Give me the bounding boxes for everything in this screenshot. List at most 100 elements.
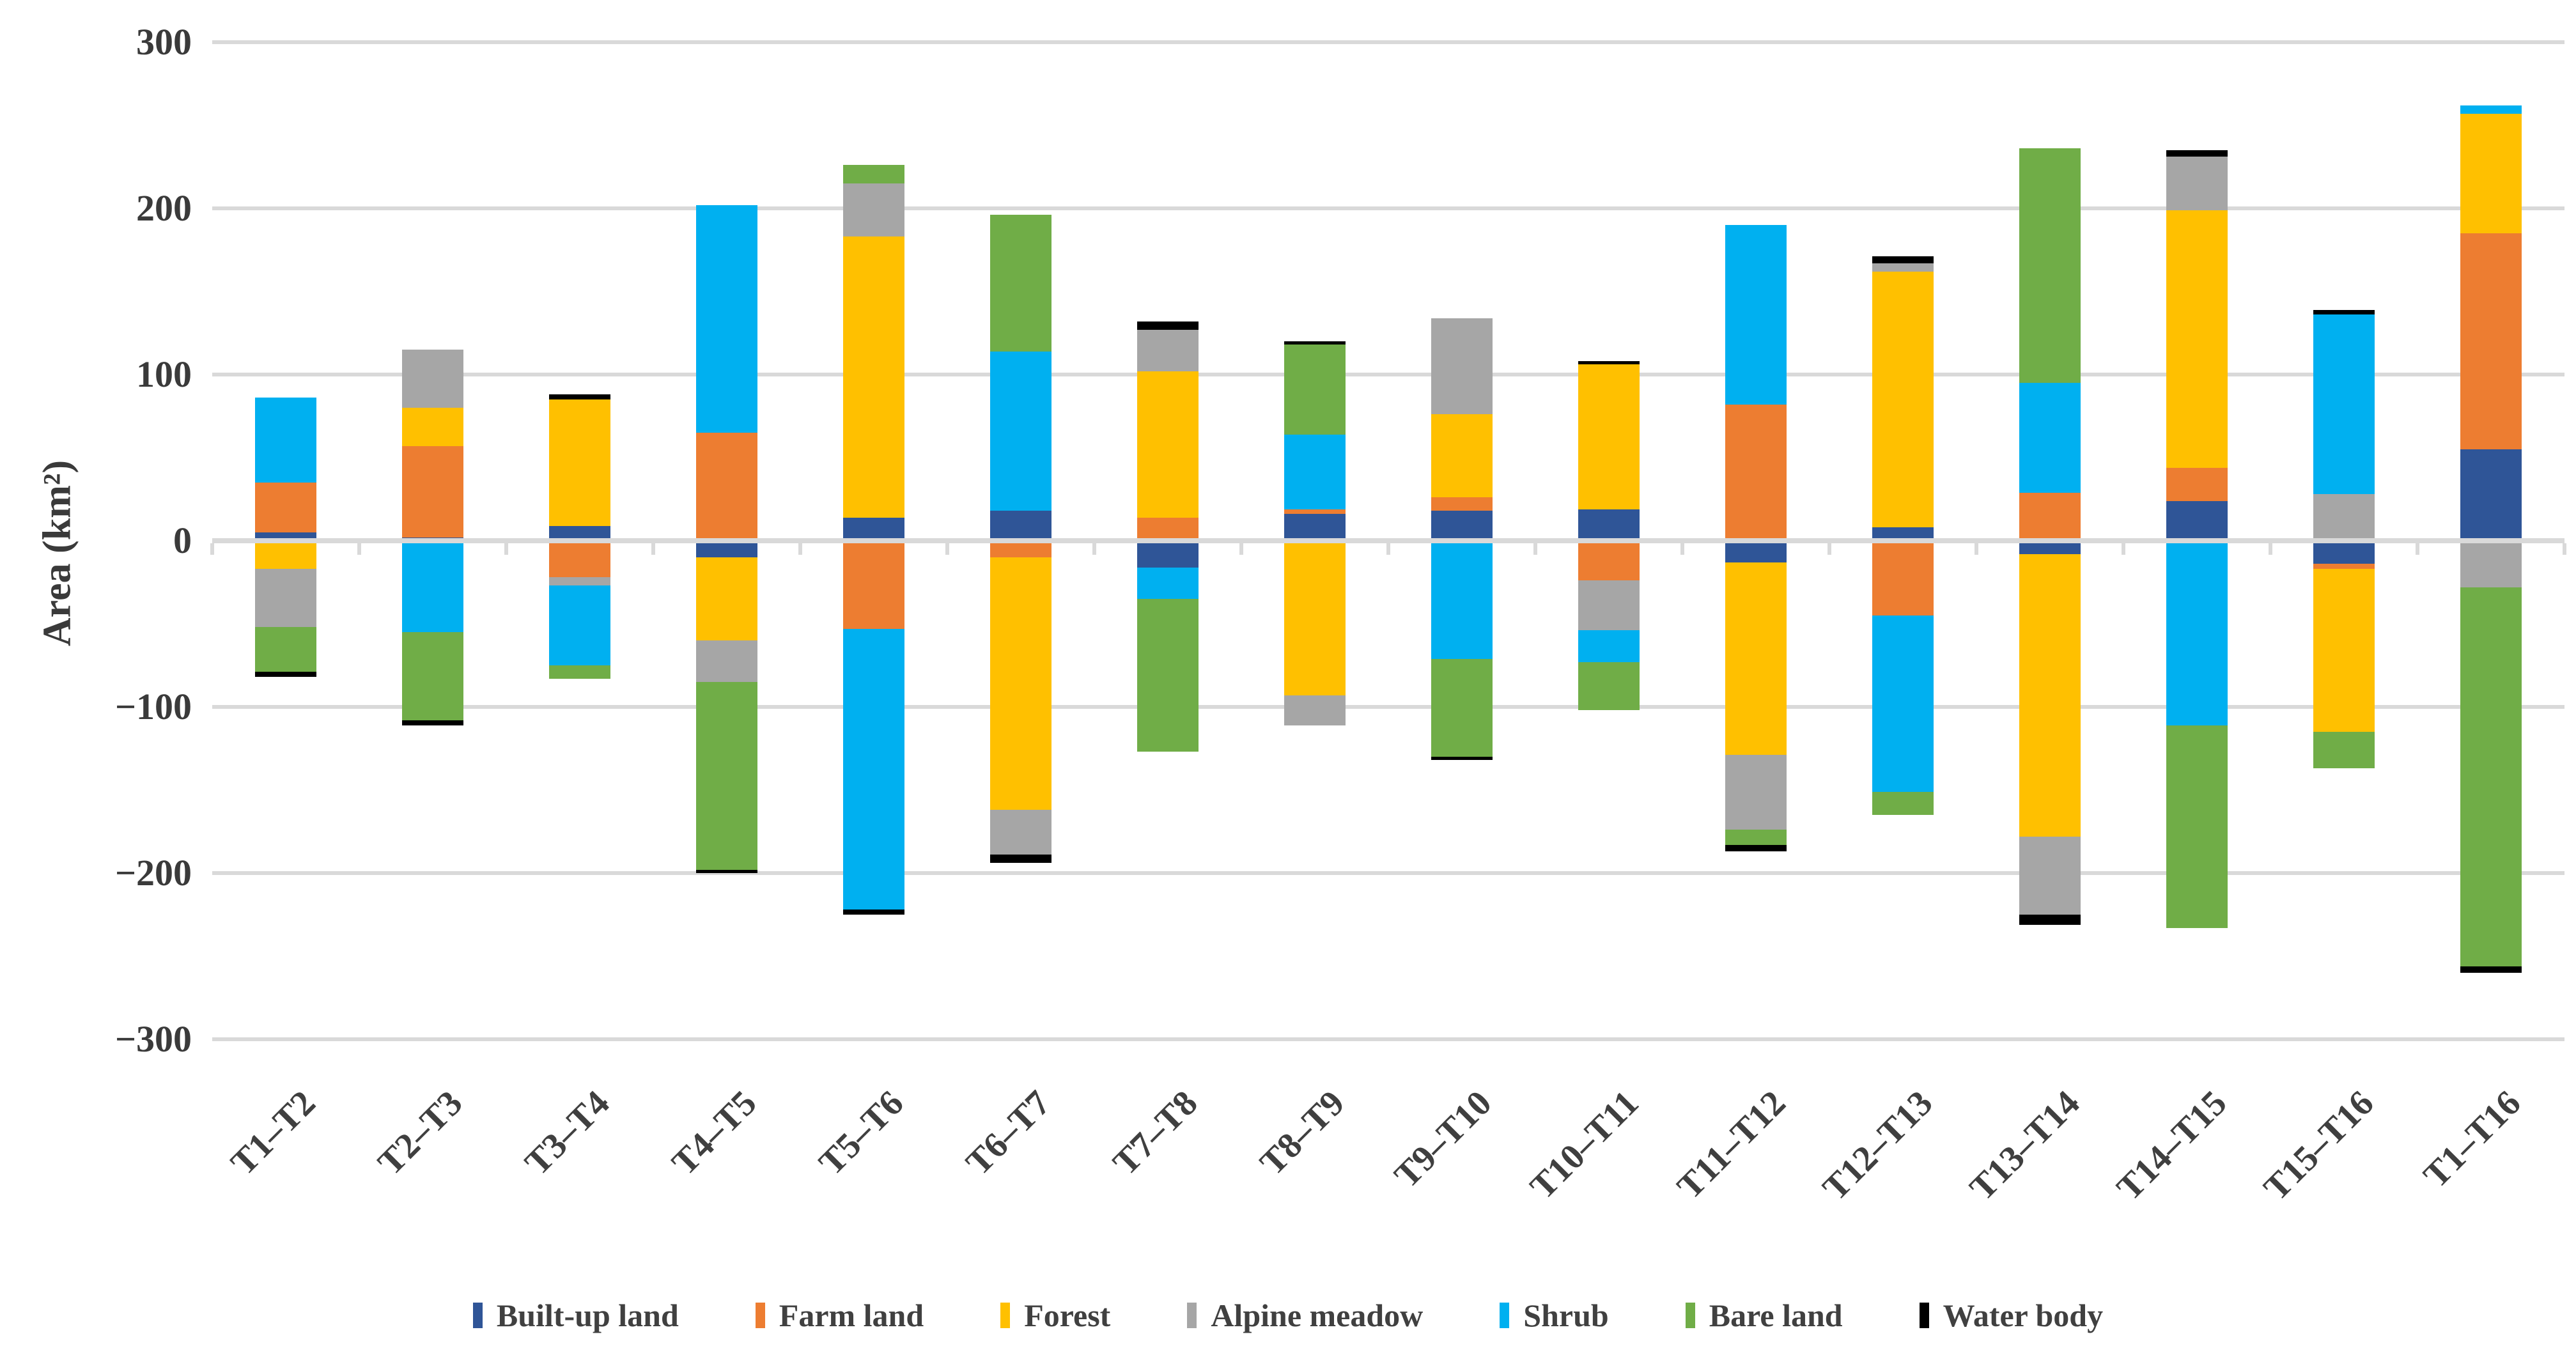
bar-segment	[402, 408, 463, 446]
x-axis-category-label: T2–T3	[370, 1083, 470, 1183]
bar-segment	[843, 183, 904, 237]
x-axis-tick	[504, 543, 508, 555]
x-axis-tick	[2416, 543, 2419, 555]
bar-segment	[2166, 157, 2228, 210]
bar-segment	[2460, 449, 2522, 541]
bar-segment	[1872, 791, 1934, 815]
bar-segment	[1872, 616, 1934, 792]
legend-item: Water body	[1919, 1297, 2104, 1334]
bar-segment	[1284, 509, 1346, 515]
bar-segment	[990, 541, 1051, 557]
gridline	[212, 871, 2564, 875]
bar-segment	[2313, 314, 2375, 495]
x-axis-tick	[210, 543, 214, 555]
bar-segment	[1431, 511, 1493, 541]
bar-segment	[255, 398, 316, 483]
legend-label: Built-up land	[496, 1297, 679, 1333]
x-axis-tick	[1975, 543, 1978, 555]
bar-segment	[1431, 658, 1493, 757]
bar-segment	[1431, 497, 1493, 511]
bar-segment	[1872, 263, 1934, 272]
legend-label: Bare land	[1709, 1297, 1843, 1333]
bar-segment	[402, 541, 463, 632]
x-axis-tick	[651, 543, 655, 555]
bar-segment	[255, 483, 316, 532]
legend-color-marker	[1187, 1303, 1197, 1328]
gridline	[212, 40, 2564, 44]
x-axis-category-label: T12–T13	[1815, 1083, 1941, 1209]
x-axis-tick	[1386, 543, 1390, 555]
bar-segment	[2460, 587, 2522, 966]
chart-legend: Built-up land Farm land Forest Alpine meado…	[0, 1283, 2576, 1347]
legend-item: Farm land	[755, 1297, 924, 1334]
x-axis-category-label: T7–T8	[1105, 1083, 1206, 1183]
bar-segment	[1872, 527, 1934, 541]
x-axis-category-label: T15–T16	[2256, 1083, 2382, 1209]
x-axis-category-label: T10–T11	[1523, 1083, 1647, 1207]
bar-segment	[2166, 467, 2228, 501]
gridline	[212, 206, 2564, 210]
legend-item: Built-up land	[472, 1297, 679, 1334]
gridline	[212, 705, 2564, 709]
bar-segment	[1725, 755, 1787, 830]
bar-segment	[2019, 541, 2081, 554]
x-axis-category-label: T5–T6	[811, 1083, 912, 1183]
gridline	[212, 1037, 2564, 1041]
bar-segment	[549, 525, 610, 541]
x-axis-tick	[1239, 543, 1243, 555]
bar-segment	[990, 351, 1051, 511]
x-axis-tick	[1092, 543, 1096, 555]
legend-color-marker	[472, 1303, 483, 1328]
legend-color-marker	[1000, 1303, 1011, 1328]
bar-segment	[990, 557, 1051, 810]
bar-segment	[1284, 514, 1346, 541]
bar-segment	[1725, 844, 1787, 852]
bar-segment	[2166, 500, 2228, 541]
bar-segment	[549, 541, 610, 578]
bar-segment	[1137, 567, 1199, 599]
bar-segment	[1137, 517, 1199, 541]
bar-segment	[843, 628, 904, 910]
bar-segment	[549, 585, 610, 665]
bar-segment	[843, 165, 904, 183]
bar-segment	[2166, 150, 2228, 157]
x-axis-category-label: T11–T12	[1670, 1083, 1794, 1207]
bar-segment	[1725, 562, 1787, 755]
bar-segment	[549, 665, 610, 679]
bar-segment	[1578, 361, 1640, 365]
gridline	[212, 373, 2564, 376]
bar-segment	[1137, 329, 1199, 371]
bar-segment	[402, 720, 463, 725]
legend-color-marker	[755, 1303, 765, 1328]
x-axis-category-label: T13–T14	[1962, 1083, 2088, 1209]
bar-segment	[2166, 541, 2228, 725]
bar-segment	[2019, 383, 2081, 493]
x-axis-tick	[1827, 543, 1831, 555]
x-axis-tick	[2563, 543, 2566, 555]
bar-segment	[549, 399, 610, 526]
bar-segment	[2460, 541, 2522, 587]
legend-color-marker	[1685, 1303, 1695, 1328]
bar-segment	[2460, 233, 2522, 449]
bar-segment	[255, 541, 316, 569]
x-axis-category-label: T1–T2	[223, 1083, 323, 1183]
legend-label: Water body	[1943, 1297, 2104, 1333]
bar-segment	[2019, 148, 2081, 383]
bar-segment	[1578, 541, 1640, 581]
x-axis-tick	[357, 543, 361, 555]
bar-segment	[2019, 492, 2081, 541]
bar-segment	[2460, 966, 2522, 973]
x-axis-tick	[798, 543, 802, 555]
bar-segment	[2313, 309, 2375, 315]
bar-segment	[990, 511, 1051, 541]
bar-segment	[2166, 210, 2228, 468]
bar-segment	[1284, 345, 1346, 435]
legend-item: Forest	[1000, 1297, 1110, 1334]
bar-segment	[1578, 662, 1640, 711]
bar-segment	[1578, 509, 1640, 541]
bar-segment	[1284, 541, 1346, 695]
bar-segment	[2313, 564, 2375, 569]
bar-segment	[2019, 554, 2081, 837]
bar-segment	[1137, 321, 1199, 330]
x-axis-category-label: T3–T4	[517, 1083, 617, 1183]
